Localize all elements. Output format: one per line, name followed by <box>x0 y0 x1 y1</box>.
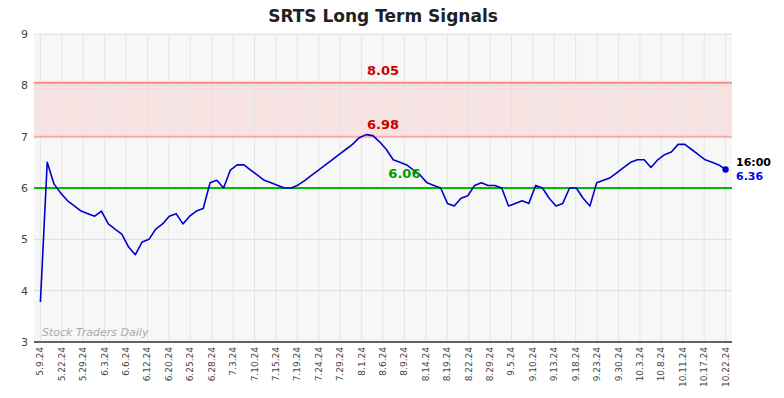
x-axis-line <box>34 341 732 343</box>
x-tick-label: 9.23.24 <box>592 347 602 382</box>
y-tick-label: 4 <box>21 285 28 298</box>
grid-line-y <box>34 188 732 189</box>
x-tick-label: 9.5.24 <box>506 347 516 376</box>
x-tick-label: 9.13.24 <box>549 347 559 382</box>
y-tick-label: 8 <box>21 79 28 92</box>
x-tick-label: 7.10.24 <box>250 347 260 382</box>
x-tick-label: 6.12.24 <box>142 347 152 382</box>
end-annotation: 6.36 <box>736 170 763 183</box>
y-tick-label: 7 <box>21 131 28 144</box>
x-tick-label: 10.3.24 <box>635 347 645 382</box>
y-axis: 3 4 5 6 7 8 9 <box>21 28 28 349</box>
x-tick-label: 10.8.24 <box>656 347 666 382</box>
y-tick-label: 6 <box>21 182 28 195</box>
x-axis: 5.9.24 5.22.24 5.29.24 6.3.24 6.6.24 6.12.24 6… <box>34 342 732 387</box>
x-tick-label: 9.18.24 <box>571 347 581 382</box>
reference-lines <box>34 83 732 188</box>
end-annotation: 16:00 <box>736 156 771 169</box>
plot-background <box>34 34 732 342</box>
reference-line <box>34 82 732 84</box>
x-tick-label: 10.22.24 <box>721 347 731 387</box>
reference-line <box>34 136 732 138</box>
x-tick-label: 6.25.24 <box>185 347 195 382</box>
annotation: 6.06 <box>388 166 420 181</box>
annotations: 8.05 6.98 6.06 16:006.36 <box>367 63 771 182</box>
x-tick-label: 7.15.24 <box>271 347 281 382</box>
x-tick-label: 10.11.24 <box>678 347 688 387</box>
x-tick-label: 6.6.24 <box>121 347 131 376</box>
x-tick-label: 10.17.24 <box>699 347 709 387</box>
grid-line-y <box>34 136 732 137</box>
x-tick-label: 8.14.24 <box>421 347 431 382</box>
x-tick-label: 8.19.24 <box>442 347 452 382</box>
chart: 3 4 5 6 7 8 9 5.9.24 5.22.24 5.29.24 6.3.24 6.6.24 6… <box>0 0 784 398</box>
series <box>40 135 728 302</box>
x-tick-label: 7.19.24 <box>292 347 302 382</box>
x-tick-label: 9.10.24 <box>528 347 538 382</box>
x-tick-label: 8.22.24 <box>464 347 474 382</box>
x-tick-label: 8.6.24 <box>378 347 388 376</box>
annotation: 6.98 <box>367 117 399 132</box>
grid <box>34 34 732 342</box>
x-tick-label: 7.24.24 <box>314 347 324 382</box>
x-tick-label: 5.22.24 <box>57 347 67 382</box>
y-tick-label: 3 <box>21 336 28 349</box>
x-tick-label: 6.20.24 <box>164 347 174 382</box>
title: SRTS Long Term Signals <box>268 6 498 26</box>
x-tick-label: 8.29.24 <box>485 347 495 382</box>
x-tick-label: 6.3.24 <box>100 347 110 376</box>
x-tick-label: 7.3.24 <box>228 347 238 376</box>
end-point <box>722 166 728 172</box>
x-tick-label: 5.9.24 <box>35 347 45 376</box>
y-tick-label: 9 <box>21 28 28 41</box>
annotation: 8.05 <box>367 63 399 78</box>
grid-line-y <box>34 342 732 343</box>
x-tick-label: 8.1.24 <box>357 347 367 376</box>
line <box>40 135 725 302</box>
x-tick-label: 8.9.24 <box>399 347 409 376</box>
x-tick-label: 7.29.24 <box>335 347 345 382</box>
x-tick-label: 9.30.24 <box>614 347 624 382</box>
reference-line <box>34 187 732 189</box>
y-tick-label: 5 <box>21 233 28 246</box>
watermark: Stock Traders Daily <box>42 326 149 339</box>
x-tick-label: 6.28.24 <box>207 347 217 382</box>
x-tick-label: 5.29.24 <box>78 347 88 382</box>
